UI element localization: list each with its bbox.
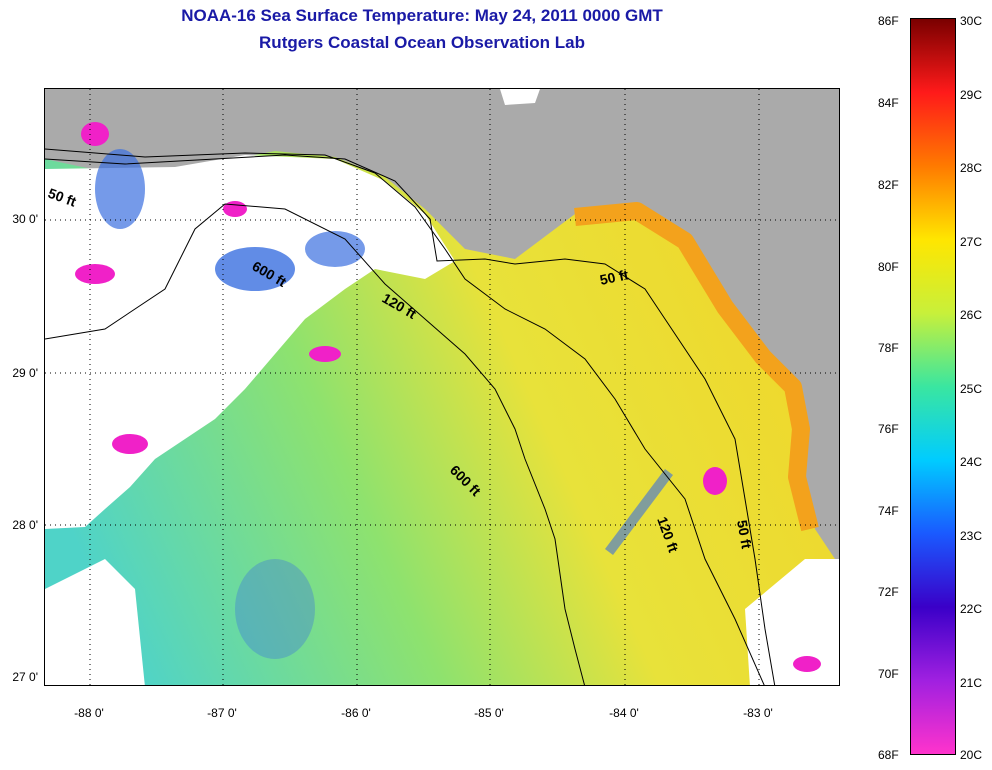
colorbar-c-label: 26C	[960, 308, 983, 322]
lat-tick-label: 27 0'	[12, 670, 38, 684]
contour-label: 50 ft	[734, 519, 755, 550]
contour-label: 50 ft	[598, 266, 630, 288]
colorbar-f-label: 82F	[878, 178, 899, 192]
colorbar-c-label: 29C	[960, 88, 983, 102]
lat-tick-label: 30 0'	[12, 212, 38, 226]
lat-tick-label: 28 0'	[12, 518, 38, 532]
colorbar-f-label: 84F	[878, 96, 899, 110]
lon-tick-label: -85 0'	[474, 706, 504, 720]
cloud-cover	[45, 559, 145, 685]
colorbar-c-label: 30C	[960, 14, 983, 28]
lon-tick-label: -84 0'	[609, 706, 639, 720]
cold-water-patches	[95, 149, 673, 659]
cloud-cover	[500, 89, 540, 105]
colorbar-f-label: 76F	[878, 422, 899, 436]
colorbar-c-label: 25C	[960, 382, 983, 396]
colorbar-c-label: 24C	[960, 455, 983, 469]
colorbar-f-label: 80F	[878, 260, 899, 274]
lon-tick-label: -83 0'	[743, 706, 773, 720]
magenta-patches	[75, 122, 821, 672]
colorbar-f-label: 70F	[878, 667, 899, 681]
colorbar-c-label: 21C	[960, 676, 983, 690]
colorbar-c-label: 27C	[960, 235, 983, 249]
temperature-colorbar	[910, 18, 956, 755]
colorbar-f-label: 72F	[878, 585, 899, 599]
lon-tick-label: -88 0'	[74, 706, 104, 720]
colorbar-c-label: 22C	[960, 602, 983, 616]
bathymetry-contours	[45, 148, 776, 685]
lon-tick-label: -86 0'	[341, 706, 371, 720]
lon-tick-label: -87 0'	[207, 706, 237, 720]
warm-coastal-band	[574, 202, 819, 532]
lat-tick-label: 29 0'	[12, 366, 38, 380]
colorbar-c-label: 20C	[960, 748, 983, 762]
colorbar-f-label: 74F	[878, 504, 899, 518]
colorbar-c-label: 28C	[960, 161, 983, 175]
map-title-line2: Rutgers Coastal Ocean Observation Lab	[259, 33, 585, 52]
colorbar-f-label: 78F	[878, 341, 899, 355]
colorbar-c-label: 23C	[960, 529, 983, 543]
cloud-cover	[745, 559, 839, 685]
colorbar-f-label: 86F	[878, 14, 899, 28]
colorbar-f-label: 68F	[878, 748, 899, 762]
map-title-line1: NOAA-16 Sea Surface Temperature: May 24,…	[181, 6, 663, 25]
sst-map: 50 ft 600 ft 120 ft 50 ft 600 ft 120 ft …	[44, 88, 840, 686]
